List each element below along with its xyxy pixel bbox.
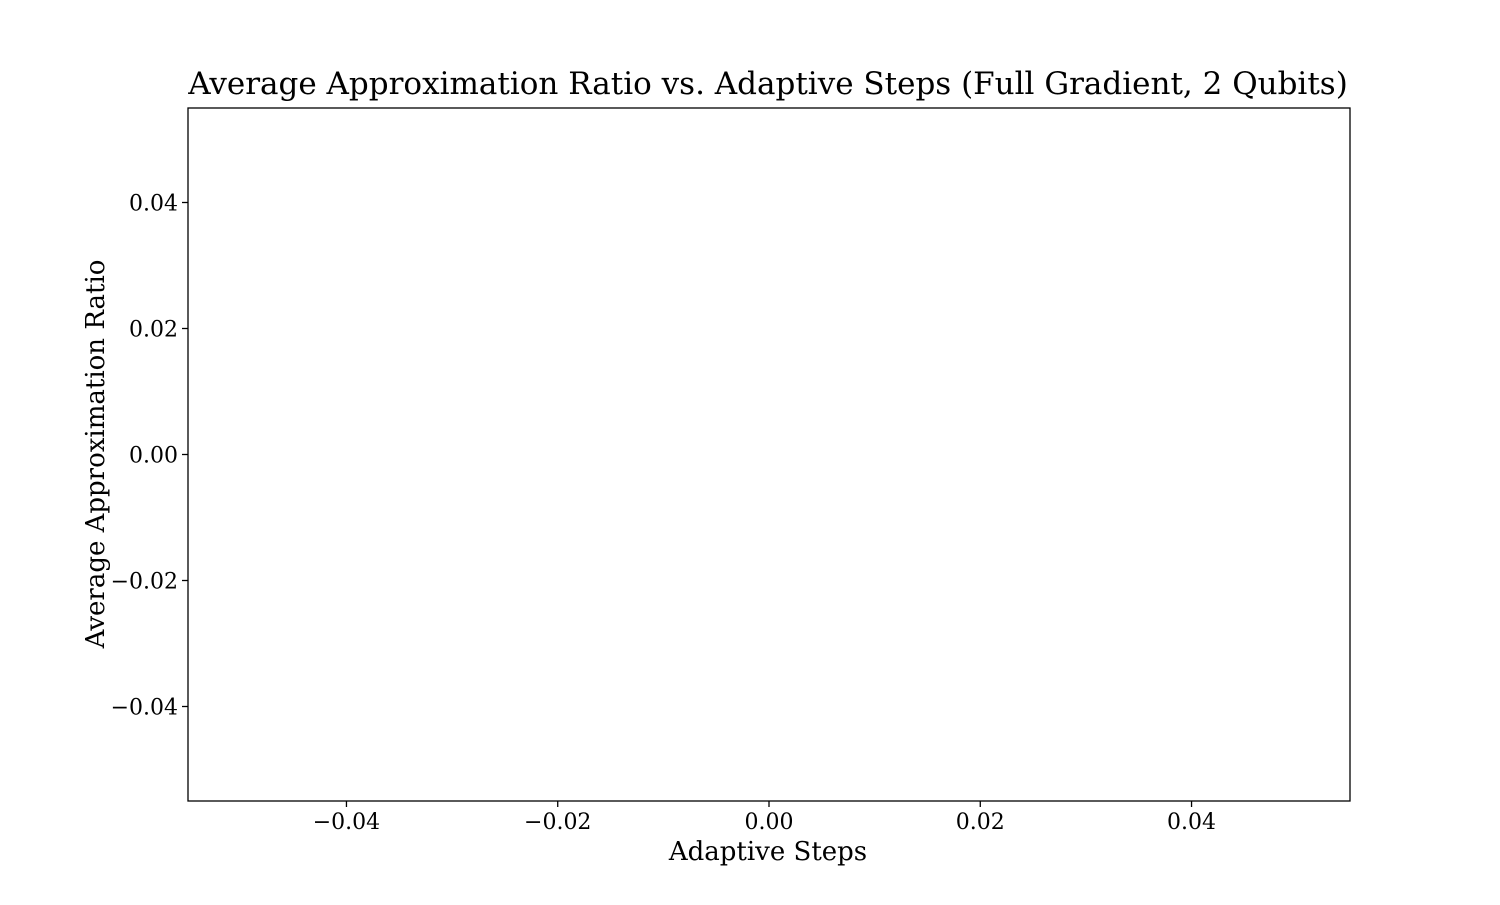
x-tick-label: −0.04: [313, 810, 380, 835]
x-tick-label: 0.02: [956, 810, 1005, 835]
x-tick-label: −0.02: [524, 810, 591, 835]
y-tick-label: 0.04: [129, 192, 178, 217]
y-axis-label: Average Approximation Ratio: [81, 260, 111, 650]
x-tick-label: 0.00: [745, 810, 794, 835]
y-axis-ticks: −0.04 −0.02 0.00 0.02 0.04: [111, 192, 188, 721]
x-axis-label: Adaptive Steps: [668, 837, 867, 867]
y-tick-label: −0.04: [111, 696, 178, 721]
chart-title: Average Approximation Ratio vs. Adaptive…: [187, 66, 1348, 102]
plot-area-frame: [187, 107, 1351, 802]
x-axis-ticks: −0.04 −0.02 0.00 0.02 0.04: [313, 801, 1216, 835]
x-tick-label: 0.04: [1167, 810, 1216, 835]
y-tick-label: 0.00: [129, 444, 178, 469]
y-tick-label: 0.02: [129, 318, 178, 343]
y-tick-label: −0.02: [111, 570, 178, 595]
